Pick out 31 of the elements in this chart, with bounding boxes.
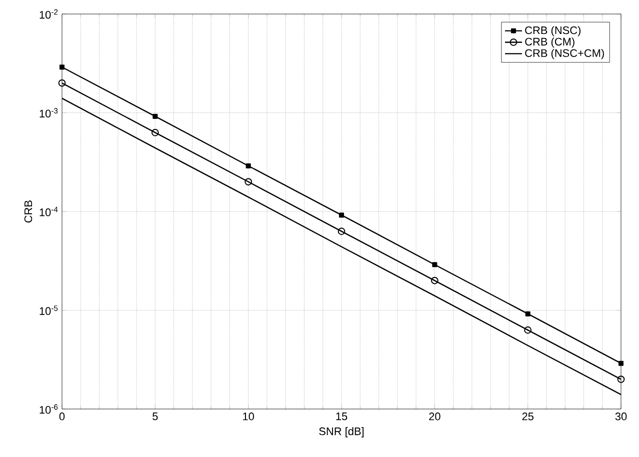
x-tick-label: 30 [615, 412, 627, 420]
y-tick-label: 10$^{-6}$ [40, 404, 58, 414]
x-tick-label: 20 [429, 412, 440, 420]
point [60, 64, 64, 70]
point [339, 212, 344, 218]
point [244, 178, 252, 186]
y-axis-title: CRB [24, 200, 32, 223]
point [246, 163, 251, 168]
point [58, 79, 66, 87]
x-tick-label: 10 [243, 412, 254, 420]
x-tick-label: 5 [152, 412, 158, 420]
point [338, 228, 346, 236]
x-axis-title: SNR [dB] [319, 427, 364, 438]
point [525, 311, 530, 316]
point [432, 262, 438, 268]
x-tick-label: 15 [336, 412, 348, 420]
x-tick-label: 25 [522, 412, 534, 420]
point [151, 128, 159, 136]
y-tick-label: 10$^{-3}$ [40, 108, 58, 118]
point [524, 326, 532, 334]
legend-label: CRB (CM) [525, 38, 574, 48]
point [618, 360, 624, 366]
legend-label: CRB (NSC) [525, 26, 580, 36]
point [617, 376, 625, 383]
x-tick-label: 0 [59, 412, 65, 420]
y-tick-label: 10$^{-4}$ [40, 206, 58, 216]
point [430, 276, 438, 284]
point [152, 114, 158, 119]
legend-label: CRB (NSC+CM) [525, 48, 604, 60]
y-tick-label: 10$^{-2}$ [40, 9, 58, 19]
y-tick-label: 10$^{-5}$ [40, 306, 58, 315]
